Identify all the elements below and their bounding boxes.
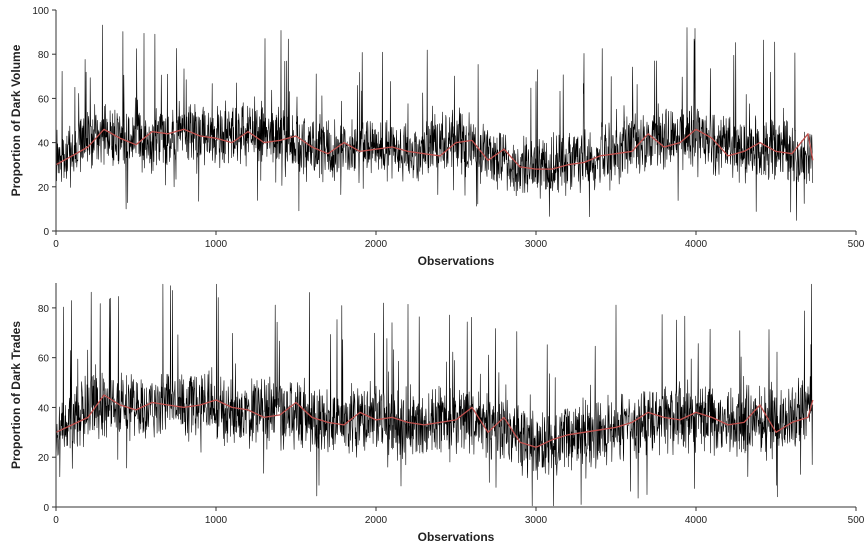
dark-trades-chart: 0 20 40 60 80 0 1000 2000 3000 4000 500 Observatio… bbox=[9, 283, 865, 544]
dark-trades-y-tick-label: 20 bbox=[38, 453, 50, 464]
dark-trades-x-tick-label: 3000 bbox=[525, 515, 548, 526]
dark-trades-x-tick-label: 0 bbox=[53, 515, 59, 526]
dark-trades-y-tick-label: 0 bbox=[43, 503, 49, 514]
dark-trades-raw-series-line bbox=[55, 283, 814, 507]
dark-trades-series bbox=[55, 283, 814, 507]
dark-volume-x-tick-label: 1000 bbox=[205, 239, 228, 250]
dark-volume-x-tick-label: 2000 bbox=[365, 239, 388, 250]
dark-volume-x-tick-label: 3000 bbox=[525, 239, 548, 250]
dark-trades-x-tick-label: 2000 bbox=[365, 515, 388, 526]
dark-volume-x-tick-label: 4000 bbox=[685, 239, 708, 250]
dark-trades-smoothed-series-line bbox=[55, 394, 814, 448]
dark-trades-x-axis-label: Observations bbox=[418, 530, 495, 544]
dark-volume-x-tick-label: 500 bbox=[848, 239, 865, 250]
dark-volume-series bbox=[55, 24, 814, 221]
dark-volume-y-tick-label: 0 bbox=[43, 227, 49, 238]
dark-trades-y-tick-label: 60 bbox=[38, 354, 50, 365]
dark-trades-x-tick-label: 500 bbox=[848, 515, 865, 526]
dark-volume-smoothed-series-line bbox=[55, 128, 814, 170]
dark-trades-y-tick-label: 80 bbox=[38, 304, 50, 315]
dark-trades-x-tick-label: 1000 bbox=[205, 515, 228, 526]
dark-volume-y-tick-label: 40 bbox=[38, 139, 50, 150]
dark-volume-y-tick-label: 20 bbox=[38, 183, 50, 194]
dark-trades-y-tick-label: 40 bbox=[38, 403, 50, 414]
dark-volume-y-tick-label: 100 bbox=[32, 6, 49, 17]
dark-trades-y-axis-label: Proportion of Dark Trades bbox=[9, 321, 23, 469]
dark-volume-y-tick-label: 60 bbox=[38, 94, 50, 105]
dark-volume-y-tick-label: 80 bbox=[38, 50, 50, 61]
dark-volume-x-tick-label: 0 bbox=[53, 239, 59, 250]
dark-volume-y-axis-label: Proportion of Dark Volume bbox=[9, 44, 23, 196]
dark-volume-x-axis-label: Observations bbox=[418, 254, 495, 268]
dark-trades-x-tick-label: 4000 bbox=[685, 515, 708, 526]
dark-trades-axes: 0 20 40 60 80 0 1000 2000 3000 4000 500 bbox=[38, 283, 865, 526]
dark-volume-raw-series-line bbox=[55, 24, 814, 221]
